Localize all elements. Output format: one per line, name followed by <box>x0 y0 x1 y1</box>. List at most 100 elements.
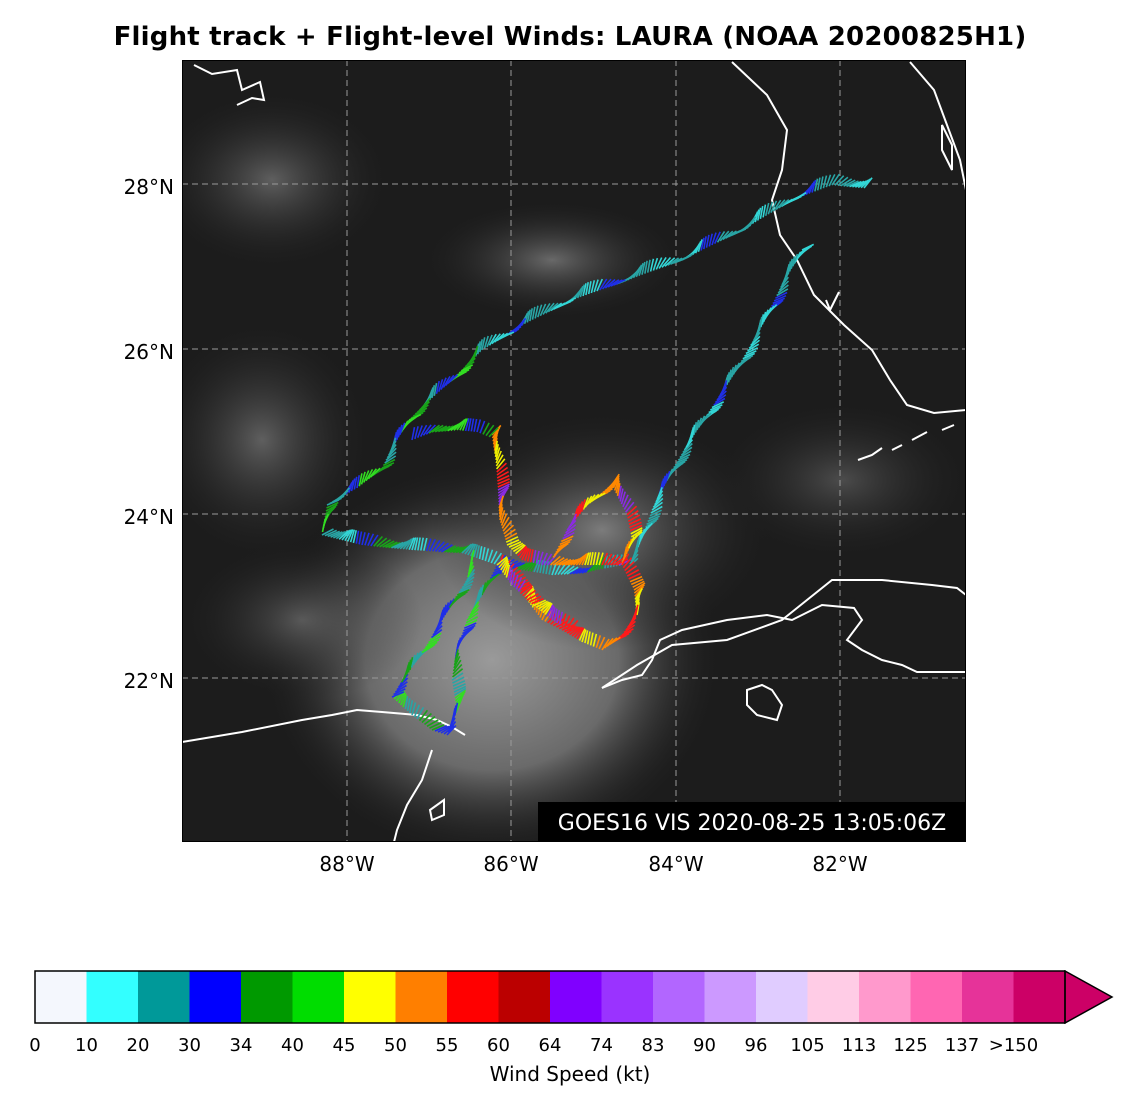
wind-barb <box>762 204 767 218</box>
wind-barb <box>500 510 506 524</box>
wind-barb <box>461 580 474 589</box>
wind-barb <box>652 257 659 271</box>
wind-barb <box>470 601 480 613</box>
wind-barb <box>542 302 551 315</box>
wind-barb <box>825 174 832 188</box>
wind-barb <box>419 424 428 437</box>
wind-barb <box>466 565 475 578</box>
wind-barb <box>840 178 853 187</box>
wind-barb <box>593 279 599 293</box>
wind-barb <box>493 552 503 565</box>
wind-barb <box>496 462 507 473</box>
wind-barb <box>463 576 475 586</box>
wind-barb <box>540 601 552 612</box>
wind-barb <box>396 427 401 441</box>
wind-barb <box>664 257 676 267</box>
wind-barb <box>819 176 824 190</box>
wind-barb <box>503 524 515 535</box>
wind-barb <box>464 418 470 432</box>
wind-barb <box>545 561 550 575</box>
wind-barb <box>393 688 406 696</box>
wind-barb <box>586 631 591 645</box>
wind-barb <box>578 501 584 515</box>
wind-barb <box>801 243 815 251</box>
wind-barb <box>482 579 490 593</box>
wind-barb <box>418 401 431 411</box>
wind-barb <box>610 555 621 566</box>
wind-barb <box>434 425 448 433</box>
wind-barb <box>529 308 533 322</box>
wind-barb <box>750 335 761 347</box>
wind-barb <box>327 530 341 538</box>
wind-barb <box>748 339 760 349</box>
colorbar-label: Wind Speed (kt) <box>489 1062 651 1086</box>
wind-barb <box>585 282 589 296</box>
wind-barb <box>498 488 508 500</box>
wind-barb <box>479 420 486 434</box>
wind-barb <box>460 364 474 372</box>
wind-barb <box>410 654 416 668</box>
wind-barb <box>729 366 735 380</box>
wind-barb <box>524 589 537 599</box>
wind-barb <box>526 548 532 562</box>
wind-barb <box>388 541 401 549</box>
wind-barb <box>479 584 484 598</box>
wind-barb <box>515 544 527 555</box>
wind-barb <box>568 619 579 632</box>
wind-barb <box>531 597 544 605</box>
wind-barb <box>440 377 447 390</box>
wind-barb <box>571 626 583 637</box>
wind-barb <box>365 469 374 482</box>
colorbar-tick-label: 113 <box>841 1035 877 1056</box>
wind-barb <box>579 284 586 298</box>
wind-barb <box>652 497 664 508</box>
wind-barb <box>664 470 671 484</box>
wind-barb <box>629 521 642 529</box>
wind-barb <box>426 639 440 646</box>
wind-barb <box>628 572 641 580</box>
wind-barb <box>432 625 443 636</box>
wind-barb <box>718 386 728 398</box>
wind-barb <box>433 382 438 397</box>
wind-barb <box>584 495 593 508</box>
wind-barb <box>455 693 465 705</box>
wind-barb <box>461 543 473 554</box>
wind-barb <box>655 490 664 503</box>
wind-barb <box>584 552 590 566</box>
wind-barb <box>644 260 648 274</box>
wind-barb <box>634 586 644 597</box>
wind-barb <box>321 519 326 533</box>
wind-barb <box>528 595 542 603</box>
wind-barb <box>519 582 530 595</box>
wind-barb <box>388 444 397 456</box>
wind-barb <box>397 424 403 438</box>
wind-barb <box>467 418 472 432</box>
wind-barb <box>385 541 398 549</box>
wind-barb <box>619 630 632 638</box>
colorbar-segment <box>550 971 602 1023</box>
colorbar-segment <box>653 971 705 1023</box>
wind-barb <box>437 425 451 433</box>
wind-barb <box>370 467 381 478</box>
wind-barb <box>495 458 506 470</box>
wind-barb <box>627 510 639 519</box>
wind-barb <box>431 385 436 399</box>
wind-barb <box>598 636 606 650</box>
wind-barb <box>788 258 793 272</box>
wind-barb <box>423 537 428 551</box>
colorbar-segment <box>86 971 139 1023</box>
colorbar-tick-label: 0 <box>29 1035 41 1056</box>
wind-barb <box>822 175 828 189</box>
wind-barb <box>589 632 594 646</box>
wind-barb <box>773 294 787 302</box>
wind-barb <box>502 520 513 532</box>
wind-barb <box>760 314 765 328</box>
wind-barb <box>539 303 547 317</box>
wind-barb <box>462 361 475 370</box>
wind-barb <box>623 624 636 634</box>
wind-barb <box>560 535 574 543</box>
wind-barb <box>630 527 643 535</box>
wind-barb <box>586 552 592 566</box>
wind-barb <box>429 632 442 641</box>
wind-barb <box>439 609 444 623</box>
